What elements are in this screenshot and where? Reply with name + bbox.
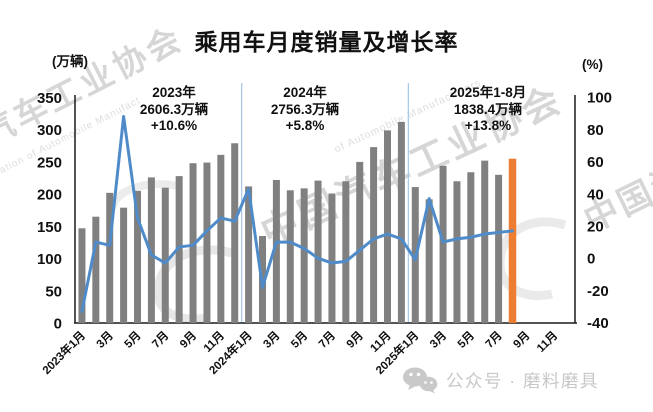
- right-axis-tick-label: 80: [587, 122, 604, 139]
- sales-bar: [78, 228, 86, 323]
- left-axis-tick-label: 250: [37, 154, 62, 171]
- left-axis-tick-label: 350: [37, 90, 62, 107]
- wechat-icon: [402, 367, 438, 394]
- sales-bar: [439, 165, 447, 323]
- annotation-2023-total: 2606.3万辆: [139, 101, 209, 117]
- sales-bar: [92, 216, 100, 323]
- left-axis-tick-label: 200: [37, 187, 62, 204]
- sales-bar: [203, 162, 211, 323]
- right-axis-tick-label: 60: [587, 154, 604, 171]
- sales-bar: [106, 192, 114, 323]
- x-axis-tick-label: 11月: [534, 329, 560, 355]
- annotation-2025-growth: +13.8%: [464, 118, 512, 133]
- annotation-2023-growth: +10.6%: [150, 118, 198, 133]
- x-axis-tick-label: 3月: [261, 329, 283, 351]
- right-axis-tick-label: 100: [587, 90, 612, 107]
- sales-bar: [370, 147, 378, 323]
- sales-bar: [217, 154, 225, 323]
- sales-bar: [453, 181, 461, 323]
- sales-bar: [286, 190, 294, 323]
- sales-bar: [314, 180, 322, 323]
- sales-bar: [356, 161, 364, 323]
- x-axis-tick-label: 5月: [288, 329, 310, 351]
- left-axis-unit-label: (万辆): [52, 54, 88, 69]
- sales-bar: [467, 172, 475, 323]
- x-axis-tick-label: 3月: [427, 329, 449, 351]
- annotation-2024-total: 2756.3万辆: [270, 101, 340, 117]
- sales-bar: [495, 174, 503, 323]
- chart-title: 乘用车月度销量及增长率: [194, 29, 459, 55]
- left-axis-tick-label: 300: [37, 122, 62, 139]
- sales-bar: [161, 187, 169, 323]
- left-axis-tick-label: 0: [54, 316, 62, 333]
- right-axis-unit-label: (%): [582, 57, 603, 72]
- x-axis-tick-label: 5月: [455, 329, 477, 351]
- right-axis-tick-label: -40: [587, 315, 609, 332]
- x-axis-tick-label: 5月: [122, 329, 144, 351]
- sales-bar: [425, 199, 433, 323]
- sales-bar: [272, 179, 280, 323]
- sales-bar-highlighted: [508, 158, 517, 323]
- right-axis-tick-label: -20: [587, 283, 609, 300]
- x-axis-tick-label: 11月: [201, 329, 227, 355]
- sales-bar: [189, 163, 197, 323]
- sales-bar: [397, 121, 405, 324]
- x-axis-tick-label: 7月: [316, 329, 338, 351]
- x-axis-tick-label: 3月: [94, 329, 116, 351]
- footer-watermark-text: 公众号 · 磨料磨具: [445, 370, 599, 391]
- annotation-2024: 2024年 2756.3万辆 +5.8%: [271, 85, 339, 135]
- footer-watermark: 公众号 · 磨料磨具: [402, 365, 599, 395]
- x-axis-tick-label: 9月: [344, 329, 366, 351]
- left-axis-tick-label: 100: [37, 251, 62, 268]
- left-axis-tick-label: 150: [37, 219, 62, 236]
- annotation-2024-growth: +5.8%: [285, 118, 325, 133]
- sales-bar: [245, 186, 253, 323]
- growth-rate-line: [80, 115, 514, 313]
- annotation-2023-period: 2023年: [152, 85, 196, 100]
- left-axis-tick-label: 50: [45, 283, 62, 300]
- sales-bar: [342, 181, 350, 323]
- x-axis-tick-label: 7月: [483, 329, 505, 351]
- x-axis-tick-label: 7月: [150, 329, 172, 351]
- sales-bar: [328, 193, 336, 323]
- annotation-2025: 2025年1-8月 1838.4万辆 +13.8%: [450, 85, 527, 135]
- annotation-2023: 2023年 2606.3万辆 +10.6%: [140, 85, 208, 135]
- x-axis-tick-label: 2023年1月: [39, 328, 88, 377]
- sales-bar: [120, 207, 128, 323]
- sales-bar: [231, 143, 239, 323]
- right-axis-tick-label: 40: [587, 186, 604, 203]
- x-axis-tick-label: 11月: [368, 329, 394, 355]
- x-axis-tick-label: 9月: [511, 329, 533, 351]
- sales-bar: [134, 190, 141, 323]
- sales-bar: [300, 188, 308, 323]
- sales-bar: [147, 177, 155, 323]
- annotation-2024-period: 2024年: [283, 85, 327, 100]
- annotation-2025-total: 1838.4万辆: [453, 101, 523, 117]
- sales-bar: [384, 130, 391, 323]
- sales-bar: [481, 160, 489, 323]
- annotation-2025-period: 2025年1-8月: [449, 85, 527, 100]
- right-axis-tick-label: 20: [587, 219, 604, 236]
- x-axis-tick-label: 9月: [177, 329, 199, 351]
- right-axis-tick-label: 0: [587, 251, 595, 268]
